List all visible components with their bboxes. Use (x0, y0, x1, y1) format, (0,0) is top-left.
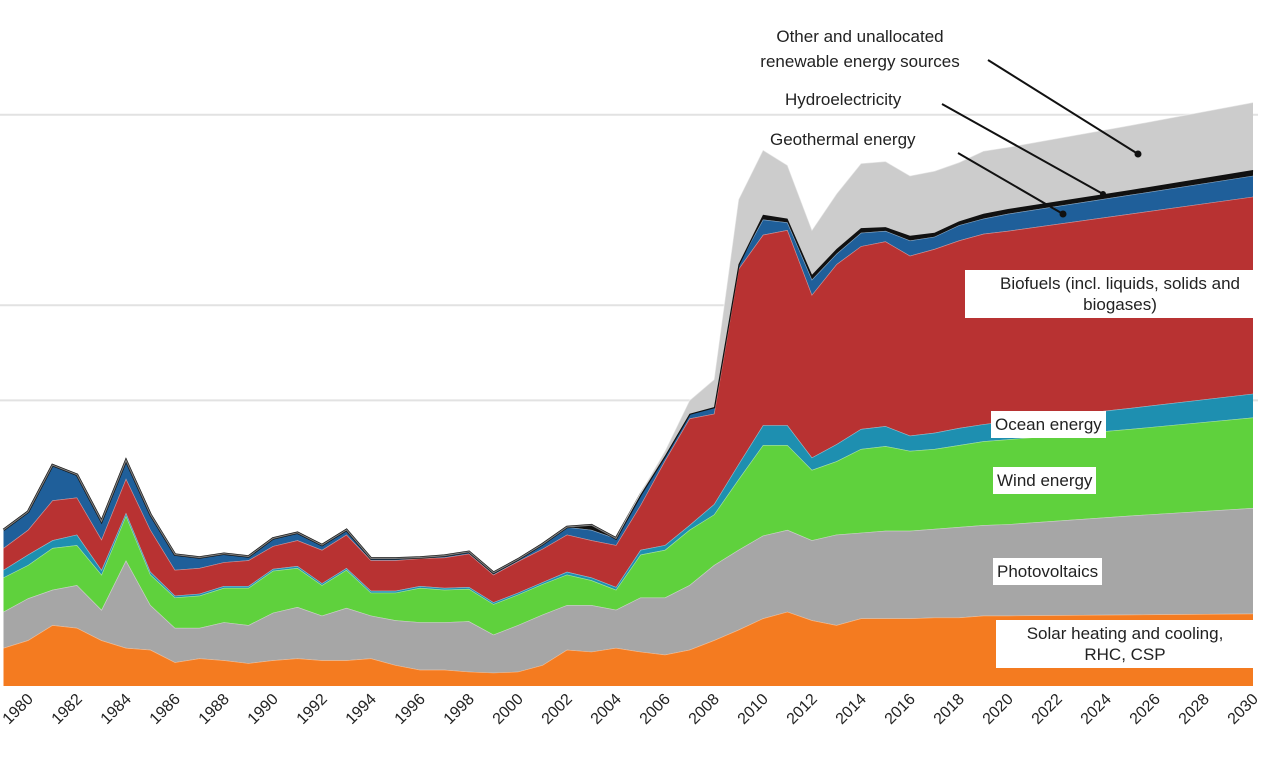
x-tick-label: 1988 (196, 691, 233, 728)
area-layers (2, 101, 1254, 686)
area-biofuels-incl-liquids-solids-and-biogases (3, 196, 1253, 603)
x-tick-label: 2024 (1078, 691, 1115, 728)
x-tick-label: 2006 (637, 691, 674, 728)
x-tick-label: 2022 (1029, 691, 1066, 728)
x-tick-label: 2010 (735, 691, 772, 728)
area-edge-other-and-unallocated-renewable-energy-sources (3, 101, 1254, 574)
x-tick-label: 2002 (539, 691, 576, 728)
x-tick-label: 2026 (1127, 691, 1164, 728)
x-tick-label: 1984 (98, 691, 135, 728)
x-axis-ticks: 1980 1982 1984 1986 1988 1990 1992 1994 1996 1998… (0, 691, 1262, 728)
x-tick-label: 2004 (588, 691, 625, 728)
x-tick-label: 1992 (294, 691, 331, 728)
annotation-leaders (941, 59, 1142, 218)
x-tick-label: 2014 (833, 691, 870, 728)
label-solar-line1: Solar heating and cooling, (1026, 624, 1224, 643)
x-tick-label: 2000 (490, 691, 527, 728)
annotation-geothermal: Geothermal energy (770, 130, 916, 149)
x-tick-label: 1996 (392, 691, 429, 728)
area-solar-heating-and-cooling-rhc-csp (3, 611, 1253, 686)
x-tick-label: 1982 (49, 691, 86, 728)
annotation-other-line2: renewable energy sources (760, 52, 960, 71)
x-tick-label: 2028 (1176, 691, 1213, 728)
label-biofuels-line1: Biofuels (incl. liquids, solids and (999, 274, 1240, 293)
label-wind: Wind energy (993, 467, 1097, 494)
label-biofuels: Biofuels (incl. liquids, solids and biog… (965, 270, 1275, 318)
label-pv: Photovoltaics (993, 558, 1103, 585)
area-edge-hydroelectricity (2, 168, 1254, 575)
label-biofuels-line2: biogases) (1083, 295, 1157, 314)
x-tick-label: 1980 (0, 691, 37, 728)
x-tick-label: 2008 (686, 691, 723, 728)
leader-geothermal (957, 152, 1064, 215)
x-tick-label: 2016 (882, 691, 919, 728)
leader-other (987, 59, 1139, 155)
leader-dot-geothermal (1059, 210, 1067, 218)
x-tick-label: 1998 (441, 691, 478, 728)
area-ocean-energy (3, 393, 1253, 605)
x-tick-label: 1990 (245, 691, 282, 728)
label-solar: Solar heating and cooling, RHC, CSP (996, 620, 1254, 668)
area-other-and-unallocated-renewable-energy-sources (3, 102, 1253, 573)
annotation-hydro: Hydroelectricity (785, 90, 902, 109)
leader-dot-hydro (1100, 191, 1106, 197)
label-ocean: Ocean energy (991, 411, 1106, 438)
x-tick-label: 1986 (147, 691, 184, 728)
x-tick-label: 2018 (931, 691, 968, 728)
area-wind-energy (3, 417, 1253, 635)
annotation-other-line1: Other and unallocated (776, 27, 944, 46)
label-solar-line2: RHC, CSP (1084, 645, 1166, 664)
x-tick-label: 2012 (784, 691, 821, 728)
area-photovoltaics (3, 508, 1253, 673)
x-tick-label: 1994 (343, 691, 380, 728)
x-tick-label: 2020 (980, 691, 1017, 728)
leader-hydro (941, 103, 1104, 195)
x-tick-label: 2030 (1225, 691, 1262, 728)
leader-dot-other (1134, 150, 1142, 158)
annotation-other: Other and unallocated renewable energy s… (725, 24, 995, 74)
